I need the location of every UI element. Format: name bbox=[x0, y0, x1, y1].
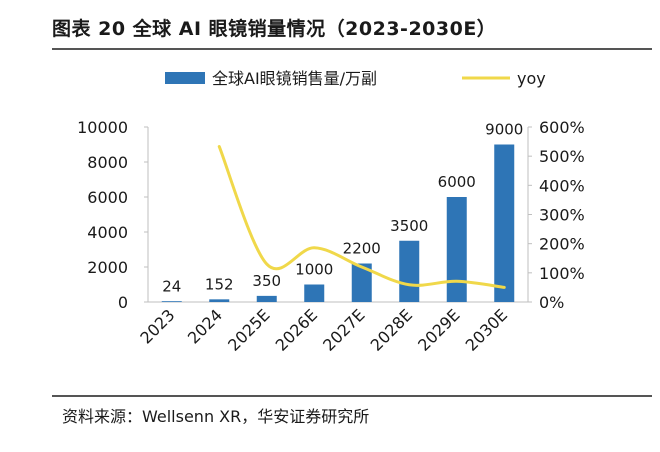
bar-sales bbox=[209, 299, 230, 302]
x-tick-label: 2026E bbox=[272, 305, 321, 354]
x-tick-label: 2028E bbox=[367, 305, 416, 354]
y-right-tick-label: 200% bbox=[539, 235, 585, 254]
bar-sales bbox=[161, 301, 182, 302]
labels-layer: 24 152 350 1000 2200 3500 6000 9000 bbox=[162, 121, 523, 296]
legend: 全球AI眼镜销售量/万副 yoy bbox=[165, 69, 546, 88]
x-tick-label: 2024 bbox=[184, 305, 226, 347]
y-left-tick-label: 0 bbox=[118, 293, 128, 312]
legend-bar-swatch bbox=[165, 72, 205, 84]
bar-data-label: 350 bbox=[252, 272, 281, 290]
yoy-line bbox=[217, 145, 506, 289]
title-rule bbox=[52, 48, 652, 50]
y-left-tick-label: 2000 bbox=[87, 258, 128, 277]
bar-data-label: 3500 bbox=[390, 217, 428, 235]
bar-data-label: 152 bbox=[205, 275, 234, 293]
bar-sales bbox=[304, 284, 325, 302]
x-tick-label: 2030E bbox=[462, 305, 511, 354]
bar-sales bbox=[256, 295, 277, 302]
source-note: 资料来源：Wellsenn XR，华安证券研究所 bbox=[62, 407, 370, 426]
legend-line-label: yoy bbox=[517, 69, 546, 88]
y-left-tick-label: 8000 bbox=[87, 153, 128, 172]
source-rule bbox=[52, 395, 652, 397]
y-right-tick-label: 300% bbox=[539, 206, 585, 225]
x-tick-label: 2025E bbox=[224, 305, 273, 354]
bar-sales bbox=[351, 263, 372, 302]
x-tick-label: 2029E bbox=[414, 305, 463, 354]
y-left-tick-label: 10000 bbox=[77, 118, 128, 137]
legend-bar-label: 全球AI眼镜销售量/万副 bbox=[212, 69, 377, 88]
y-right-tick-label: 400% bbox=[539, 176, 585, 195]
chart-title: 图表 20 全球 AI 眼镜销量情况（2023-2030E） bbox=[52, 18, 497, 40]
line-layer bbox=[217, 145, 506, 289]
x-tick-label: 2027E bbox=[319, 305, 368, 354]
bar-sales bbox=[494, 144, 515, 302]
y-right-tick-label: 500% bbox=[539, 147, 585, 166]
y-right-tick-label: 0% bbox=[539, 293, 564, 312]
x-tick-label: 2023 bbox=[136, 305, 178, 347]
bar-data-label: 2200 bbox=[343, 240, 381, 258]
bar-data-label: 9000 bbox=[485, 121, 523, 139]
y-right-tick-label: 600% bbox=[539, 118, 585, 137]
bar-data-label: 24 bbox=[162, 278, 181, 296]
y-right-tick-label: 100% bbox=[539, 264, 585, 283]
bar-sales bbox=[446, 197, 467, 302]
bar-data-label: 6000 bbox=[438, 173, 476, 191]
y-left-tick-label: 6000 bbox=[87, 188, 128, 207]
bar-data-label: 1000 bbox=[295, 261, 333, 279]
y-left-tick-label: 4000 bbox=[87, 223, 128, 242]
bar-sales bbox=[399, 240, 420, 302]
